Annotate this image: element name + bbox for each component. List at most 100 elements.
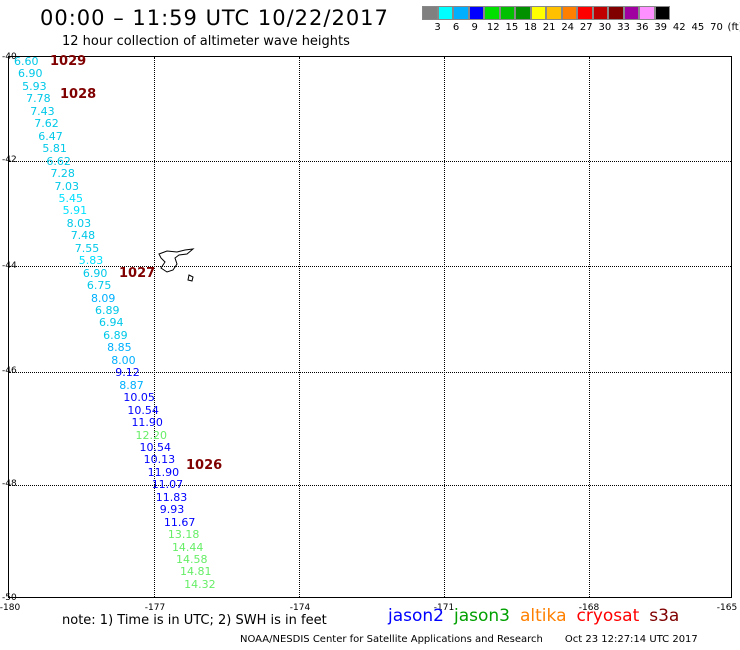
map-title: 00:00 – 11:59 UTC 10/22/2017 (40, 6, 389, 30)
wave-height-label: 5.45 (58, 191, 84, 205)
lon-label: -165 (716, 603, 738, 613)
legend-label: 30 (598, 22, 612, 33)
legend-label: 3 (434, 22, 441, 33)
legend-label: 42 (672, 22, 686, 33)
wave-height-label: 8.03 (66, 216, 92, 230)
legend-swatch (422, 6, 438, 20)
wave-height-label: 7.55 (74, 241, 100, 255)
legend-label: 9 (471, 22, 478, 33)
legend-label: 12 (486, 22, 500, 33)
wave-height-label: 6.60 (14, 55, 39, 68)
wave-height-label: 7.03 (54, 179, 80, 193)
wave-height-label: 7.78 (26, 92, 51, 106)
legend-label: 24 (561, 22, 575, 33)
pressure-label: 1027 (119, 266, 156, 281)
lon-label: -171 (433, 603, 455, 613)
legend-label: 18 (524, 22, 537, 33)
credit-text: NOAA/NESDIS Center for Satellite Applica… (240, 634, 543, 645)
wave-height-label: 5.91 (62, 204, 88, 218)
grid-line (299, 57, 300, 597)
wave-height-label: 8.00 (111, 353, 136, 367)
wave-height-label: 6.90 (18, 67, 43, 81)
wave-height-label: 5.93 (22, 79, 47, 93)
pressure-label: 1028 (60, 87, 97, 102)
legend-swatch (639, 6, 655, 20)
legend-label: 39 (654, 22, 668, 33)
wave-height-label: 10.05 (123, 391, 155, 405)
wave-height-label: 14.58 (176, 553, 208, 566)
map-plot-area (8, 56, 732, 598)
lat-label: -46 (2, 366, 17, 376)
satellite-s3a-label: s3a (649, 606, 680, 626)
lon-label: -177 (144, 603, 166, 613)
wave-height-label: 10.54 (139, 440, 172, 454)
wave-height-label: 8.85 (107, 341, 132, 355)
satellite-altika-label: altika (520, 606, 567, 626)
lat-label: -40 (2, 52, 17, 62)
lat-label: -48 (2, 479, 17, 489)
legend-swatch (654, 6, 670, 20)
legend-swatch (546, 6, 562, 20)
wave-height-label: 14.44 (171, 540, 204, 554)
satellite-jason3-label: jason3 (454, 606, 510, 626)
grid-line (9, 372, 731, 373)
lon-label: -174 (289, 603, 311, 613)
wave-height-label: 11.90 (147, 465, 180, 479)
grid-line (444, 57, 445, 597)
wave-height-label: 7.28 (50, 167, 75, 181)
wave-height-label: 6.94 (99, 316, 124, 330)
legend-swatch (577, 6, 593, 20)
wave-height-label: 10.54 (127, 403, 159, 417)
legend-label: 15 (505, 22, 519, 33)
wave-height-label: 6.89 (103, 328, 128, 342)
legend-swatch (484, 6, 500, 20)
legend-swatch (623, 6, 639, 20)
legend-swatch (592, 6, 608, 20)
wave-height-label: 8.87 (119, 378, 144, 392)
legend-label: 21 (542, 22, 556, 33)
legend-swatch (608, 6, 624, 20)
wave-height-label: 10.13 (143, 453, 176, 467)
satellite-legend: jason2 jason3 altika cryosat s3a (388, 606, 689, 626)
credit-line: NOAA/NESDIS Center for Satellite Applica… (240, 634, 698, 645)
legend-swatch (515, 6, 531, 20)
legend-swatch (468, 6, 484, 20)
legend-swatch (437, 6, 453, 20)
wave-height-label: 5.83 (78, 254, 104, 268)
wave-height-label: 13.18 (167, 528, 200, 542)
pressure-label: 1026 (186, 458, 223, 473)
lat-label: -42 (2, 155, 17, 165)
lat-label: -50 (2, 593, 17, 603)
legend-swatch (530, 6, 546, 20)
legend-label: 70 (710, 22, 723, 33)
pressure-label: 1029 (50, 54, 87, 69)
color-legend (422, 6, 670, 20)
grid-line (154, 57, 155, 597)
legend-swatch (453, 6, 469, 20)
legend-label: 27 (579, 22, 593, 33)
legend-label: 36 (635, 22, 649, 33)
legend-label: (ft) (727, 22, 740, 33)
lon-label: -180 (0, 603, 21, 613)
legend-swatch (561, 6, 577, 20)
grid-line (589, 57, 590, 597)
wave-height-label: 6.90 (82, 266, 108, 280)
grid-line (9, 161, 731, 162)
wave-height-label: 11.67 (163, 515, 196, 529)
wave-height-label: 11.07 (151, 478, 184, 492)
wave-height-label: 9.12 (115, 366, 140, 380)
wave-height-label: 7.43 (30, 104, 55, 118)
legend-label: 6 (452, 22, 460, 33)
lon-label: -168 (578, 603, 600, 613)
wave-height-label: 6.47 (38, 129, 63, 143)
wave-height-label: 6.62 (46, 154, 71, 168)
lat-label: -44 (2, 261, 17, 271)
wave-height-label: 6.89 (95, 304, 120, 317)
wave-height-label: 12.20 (135, 428, 168, 442)
satellite-jason2-label: jason2 (388, 606, 444, 626)
wave-height-label: 14.32 (184, 577, 216, 591)
satellite-cryosat-label: cryosat (576, 606, 640, 626)
wave-height-label: 9.93 (159, 503, 185, 517)
wave-height-label: 7.48 (70, 229, 96, 243)
